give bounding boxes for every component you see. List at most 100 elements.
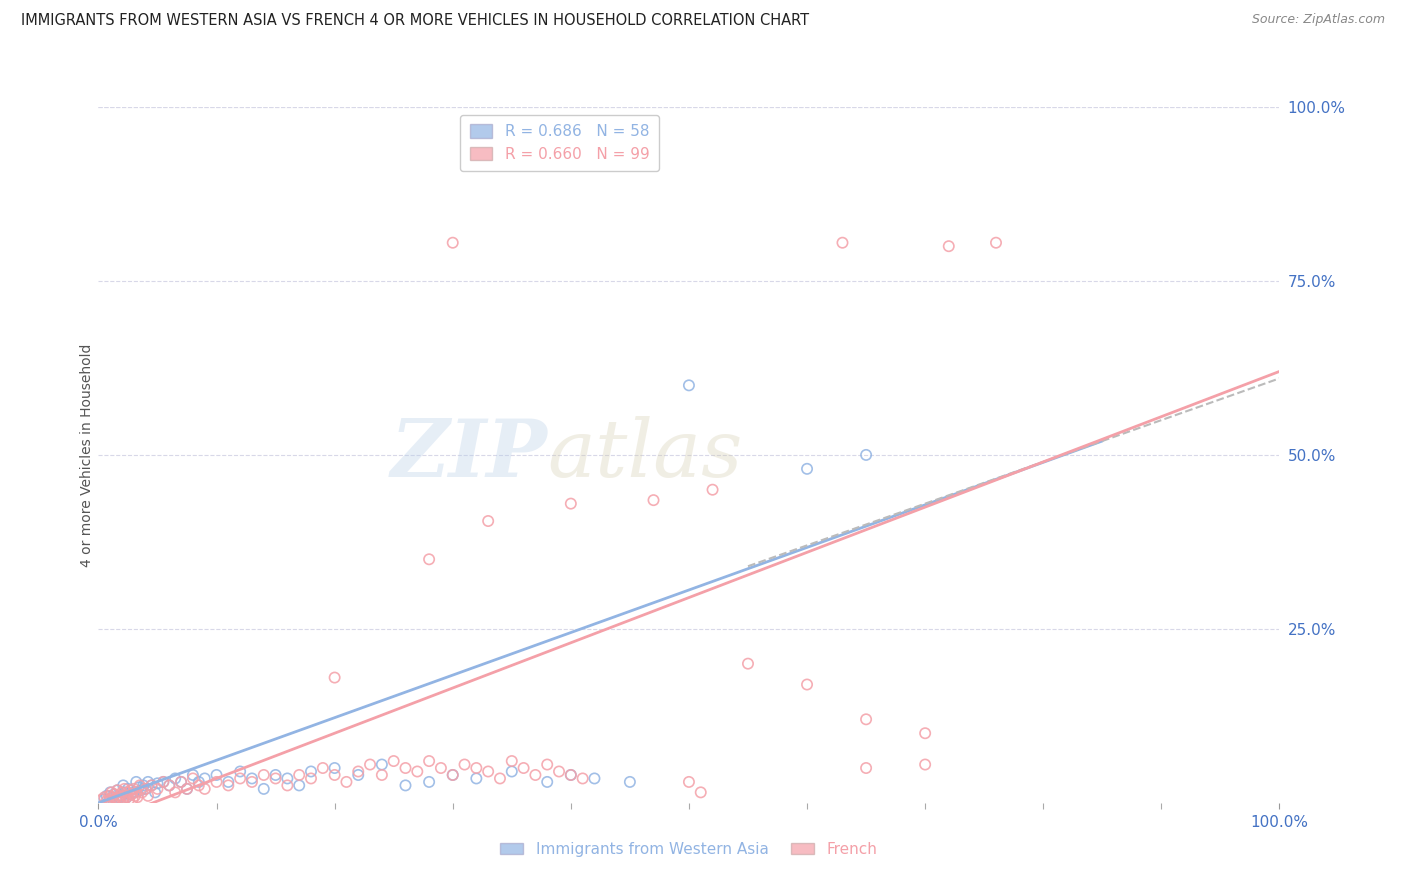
Point xyxy=(165,785,187,799)
Point xyxy=(170,775,193,789)
Text: IMMIGRANTS FROM WESTERN ASIA VS FRENCH 4 OR MORE VEHICLES IN HOUSEHOLD CORRELATI: IMMIGRANTS FROM WESTERN ASIA VS FRENCH 4… xyxy=(21,13,810,29)
Point xyxy=(205,768,228,782)
Point xyxy=(477,764,499,779)
Point xyxy=(98,794,121,808)
Point xyxy=(548,764,571,779)
Point xyxy=(98,792,121,806)
Point xyxy=(187,778,209,792)
Point xyxy=(112,792,135,806)
Point xyxy=(96,789,118,803)
Point xyxy=(489,772,512,786)
Point xyxy=(796,677,818,691)
Point xyxy=(382,754,405,768)
Point xyxy=(702,483,724,497)
Point xyxy=(689,785,711,799)
Point xyxy=(560,768,582,782)
Point xyxy=(103,794,125,808)
Point xyxy=(128,780,150,795)
Point xyxy=(536,757,558,772)
Point xyxy=(157,778,180,792)
Point xyxy=(136,775,159,789)
Point xyxy=(112,781,135,796)
Point xyxy=(98,785,121,799)
Point xyxy=(120,788,142,802)
Point xyxy=(418,754,440,768)
Point xyxy=(104,788,127,802)
Point xyxy=(855,448,877,462)
Point xyxy=(288,768,311,782)
Point xyxy=(117,781,139,796)
Point xyxy=(299,764,322,779)
Point xyxy=(93,790,115,805)
Point xyxy=(176,781,198,796)
Point xyxy=(194,772,217,786)
Point xyxy=(132,778,155,792)
Point xyxy=(127,790,149,805)
Point xyxy=(477,514,499,528)
Point xyxy=(128,778,150,792)
Point xyxy=(125,775,148,789)
Point xyxy=(98,789,121,803)
Point xyxy=(181,772,204,786)
Point xyxy=(855,712,877,726)
Point xyxy=(111,789,134,803)
Point xyxy=(152,775,174,789)
Point xyxy=(240,775,263,789)
Point xyxy=(229,772,252,786)
Point xyxy=(165,772,187,786)
Point xyxy=(103,788,125,802)
Point xyxy=(560,768,582,782)
Point xyxy=(276,772,298,786)
Point xyxy=(406,764,429,779)
Point xyxy=(465,772,488,786)
Point xyxy=(129,783,152,797)
Point xyxy=(583,772,606,786)
Point xyxy=(105,791,128,805)
Point xyxy=(524,768,547,782)
Point xyxy=(984,235,1007,250)
Point xyxy=(938,239,960,253)
Point xyxy=(335,775,357,789)
Point xyxy=(453,757,475,772)
Legend: Immigrants from Western Asia, French: Immigrants from Western Asia, French xyxy=(494,834,884,864)
Point xyxy=(512,761,534,775)
Point xyxy=(112,785,135,799)
Point xyxy=(181,768,204,782)
Point xyxy=(796,462,818,476)
Point xyxy=(187,775,209,789)
Point xyxy=(299,772,322,786)
Point xyxy=(855,761,877,775)
Point xyxy=(108,789,131,803)
Point xyxy=(121,792,143,806)
Point xyxy=(253,781,276,796)
Point xyxy=(253,768,276,782)
Point xyxy=(108,791,131,805)
Point xyxy=(120,783,142,797)
Point xyxy=(371,757,394,772)
Point xyxy=(146,781,169,796)
Point xyxy=(205,775,228,789)
Point xyxy=(323,768,346,782)
Point xyxy=(571,772,593,786)
Point xyxy=(536,775,558,789)
Point xyxy=(560,497,582,511)
Point xyxy=(359,757,381,772)
Point xyxy=(737,657,759,671)
Point xyxy=(264,772,287,786)
Point xyxy=(117,785,139,799)
Point xyxy=(430,761,453,775)
Point xyxy=(501,764,523,779)
Point xyxy=(371,768,394,782)
Point xyxy=(465,761,488,775)
Point xyxy=(101,790,124,805)
Point xyxy=(240,772,263,786)
Point xyxy=(146,776,169,790)
Point xyxy=(288,778,311,792)
Point xyxy=(91,792,114,806)
Point xyxy=(152,775,174,789)
Point xyxy=(678,378,700,392)
Point xyxy=(323,761,346,775)
Point xyxy=(347,768,370,782)
Point xyxy=(157,778,180,792)
Point xyxy=(229,764,252,779)
